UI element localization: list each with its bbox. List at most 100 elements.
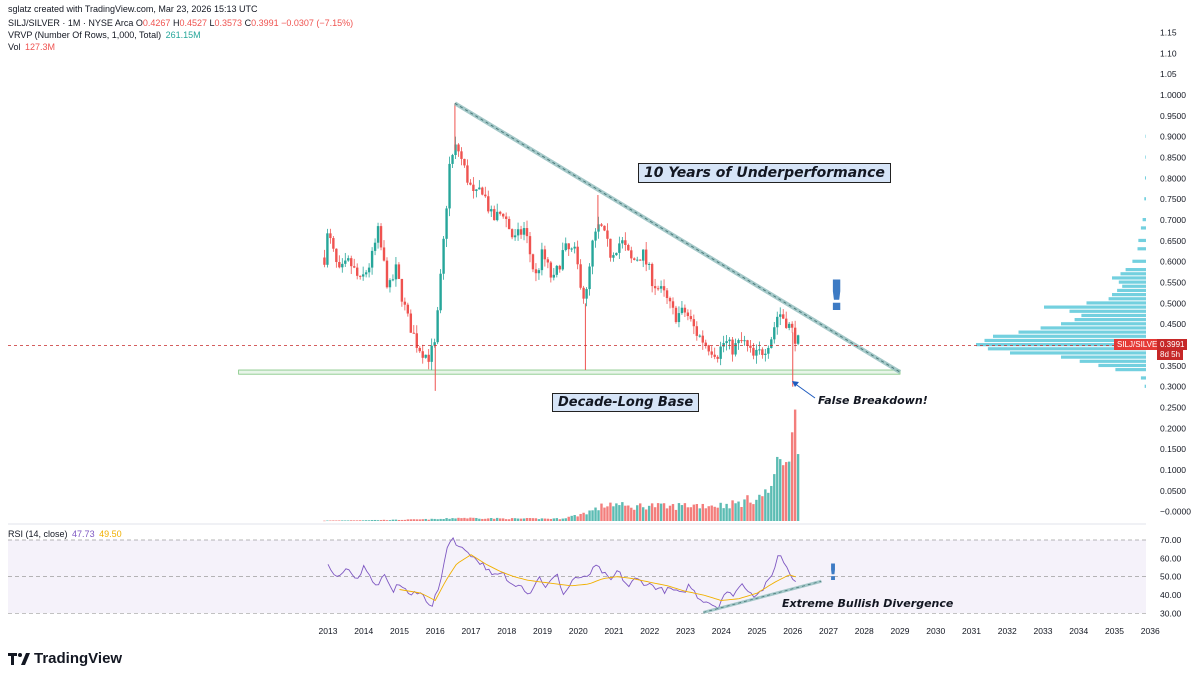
resistance-trendline-dash	[454, 102, 901, 373]
vol-legend[interactable]: Vol 127.3M	[8, 42, 55, 52]
volume-bar	[770, 485, 773, 521]
divergence-annotation[interactable]: Extreme Bullish Divergence	[782, 597, 954, 610]
volume-profile-bar	[1044, 305, 1146, 309]
volume-bar	[379, 520, 383, 521]
candle-body	[445, 208, 448, 239]
time-axis-tick: 2033	[1034, 626, 1053, 636]
candle-body	[415, 333, 418, 348]
candle-body	[355, 267, 359, 276]
base-annotation[interactable]: Decade-Long Base	[552, 393, 700, 412]
candle-body	[487, 196, 490, 212]
volume-bar	[644, 509, 648, 521]
price-axis-tick: 0.1500	[1160, 444, 1186, 454]
volume-profile-bar	[993, 334, 1146, 338]
candle-body	[344, 260, 347, 264]
volume-bar	[376, 520, 380, 521]
candle-body	[436, 310, 439, 343]
candle-body	[790, 323, 794, 328]
candle-body	[588, 266, 591, 290]
candle-body	[779, 314, 782, 317]
price-tag-countdown: 8d 5h	[1160, 350, 1181, 359]
current-price-value: 0.3991	[1157, 339, 1188, 350]
candle-body	[478, 187, 481, 190]
volume-bar	[481, 518, 484, 521]
volume-profile-bar	[1061, 355, 1146, 359]
ohlc-low-label: L	[209, 18, 215, 28]
candle-body	[704, 342, 707, 346]
vrvp-legend[interactable]: VRVP (Number Of Rows, 1,000, Total) 261.…	[8, 30, 201, 40]
candle-body	[665, 290, 669, 299]
volume-bar	[525, 518, 529, 521]
candle-body	[335, 248, 338, 263]
price-axis-tick: 1.05	[1160, 69, 1177, 79]
price-axis-tick: 0.8500	[1160, 153, 1186, 163]
time-axis-tick: 2016	[426, 626, 445, 636]
volume-bar	[451, 518, 454, 521]
candle-body	[683, 307, 687, 313]
volume-bar	[415, 519, 418, 521]
exclamation-icon-rsi: !	[828, 561, 839, 586]
price-tag-symbol: SILJ/SILVER	[1117, 340, 1164, 349]
candle-body	[677, 313, 681, 323]
candle-body	[755, 349, 758, 356]
candle-body	[600, 224, 603, 226]
volume-profile-bar	[1125, 268, 1146, 272]
breakdown-annotation[interactable]: False Breakdown!	[818, 394, 928, 407]
candle-body	[743, 340, 746, 342]
ohlc-close-label: C	[244, 18, 252, 28]
volume-bar	[513, 518, 517, 521]
volume-bar	[668, 505, 672, 521]
volume-bar	[674, 509, 678, 521]
candle-body	[776, 316, 779, 328]
volume-bar	[394, 519, 398, 521]
rsi-axis-tick: 30.00	[1160, 608, 1182, 618]
volume-bar	[776, 456, 779, 521]
volume-bar	[546, 518, 550, 521]
candle-body	[534, 269, 538, 274]
candle-body	[400, 278, 404, 302]
volume-profile-bar	[1069, 309, 1146, 313]
volume-bar	[793, 409, 797, 521]
time-axis-tick: 2030	[926, 626, 945, 636]
rsi-legend[interactable]: RSI (14, close) 47.73 49.50	[8, 529, 122, 539]
volume-bar	[436, 519, 439, 521]
volume-bar	[567, 516, 570, 521]
tradingview-logo[interactable]: TradingView	[8, 650, 122, 667]
candle-body	[621, 240, 624, 244]
price-axis-tick: 1.0000	[1160, 90, 1186, 100]
volume-bar	[716, 507, 719, 521]
time-axis-tick: 2013	[319, 626, 338, 636]
title-annotation[interactable]: 10 Years of Underperformance	[638, 163, 891, 183]
ohlc-change: −0.0307 (−7.15%)	[281, 18, 354, 28]
volume-bar	[323, 520, 326, 522]
volume-bar	[636, 505, 639, 521]
divergence-trendline-dash	[703, 580, 822, 613]
candle-body	[552, 274, 556, 278]
volume-bar	[400, 519, 404, 521]
volume-bar	[576, 516, 579, 521]
volume-bar	[650, 503, 654, 521]
price-axis-tick: 1.15	[1160, 27, 1177, 37]
volume-bar	[653, 507, 657, 521]
candle-body	[793, 327, 797, 344]
price-axis-tick: 0.6500	[1160, 236, 1186, 246]
volume-bar	[707, 506, 710, 521]
volume-bar	[665, 508, 669, 521]
candle-body	[659, 286, 663, 289]
volume-bar	[370, 520, 374, 521]
volume-profile-bar	[1144, 384, 1146, 388]
rsi-ma-value: 49.50	[99, 529, 122, 539]
candle-body	[680, 307, 684, 314]
volume-bar	[740, 507, 743, 521]
candle-body	[394, 264, 398, 280]
candle-body	[376, 226, 380, 243]
volume-bar	[603, 507, 606, 521]
symbol-legend[interactable]: SILJ/SILVER · 1M · NYSE Arca O0.4267 H0.…	[8, 18, 353, 28]
volume-bar	[543, 518, 547, 521]
candle-body	[758, 349, 761, 351]
candle-body	[332, 238, 335, 249]
volume-bar	[728, 508, 731, 521]
volume-profile-bar	[1098, 363, 1146, 368]
volume-bar	[573, 515, 576, 521]
